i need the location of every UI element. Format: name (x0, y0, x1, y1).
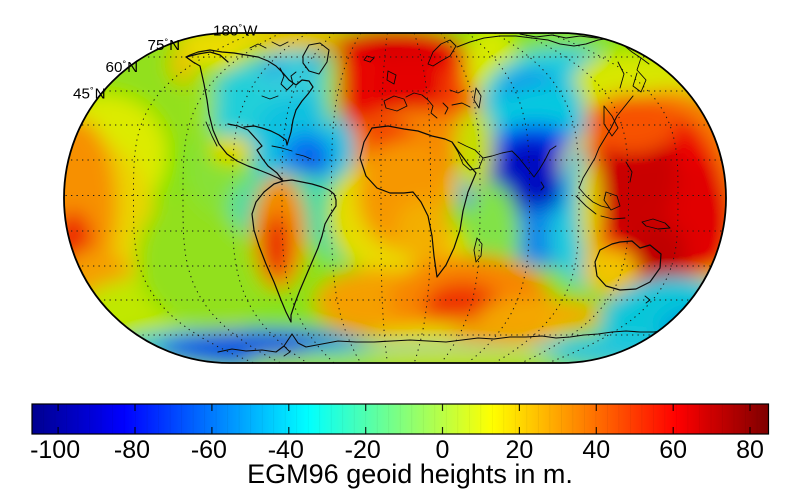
svg-text:-80: -80 (114, 436, 150, 464)
svg-text:180°W: 180°W (213, 22, 258, 40)
svg-text:EGM96 geoid heights in m.: EGM96 geoid heights in m. (247, 459, 573, 489)
svg-text:75°N: 75°N (148, 36, 181, 54)
svg-text:20: 20 (505, 436, 533, 464)
svg-text:80: 80 (736, 436, 764, 464)
svg-text:-100: -100 (30, 436, 80, 464)
svg-text:-40: -40 (268, 436, 304, 464)
svg-text:60°N: 60°N (106, 58, 139, 76)
svg-text:0: 0 (436, 436, 450, 464)
svg-text:40: 40 (582, 436, 610, 464)
svg-text:-20: -20 (345, 436, 381, 464)
svg-text:60: 60 (659, 436, 687, 464)
svg-text:-60: -60 (191, 436, 227, 464)
svg-text:45°N: 45°N (73, 85, 106, 103)
